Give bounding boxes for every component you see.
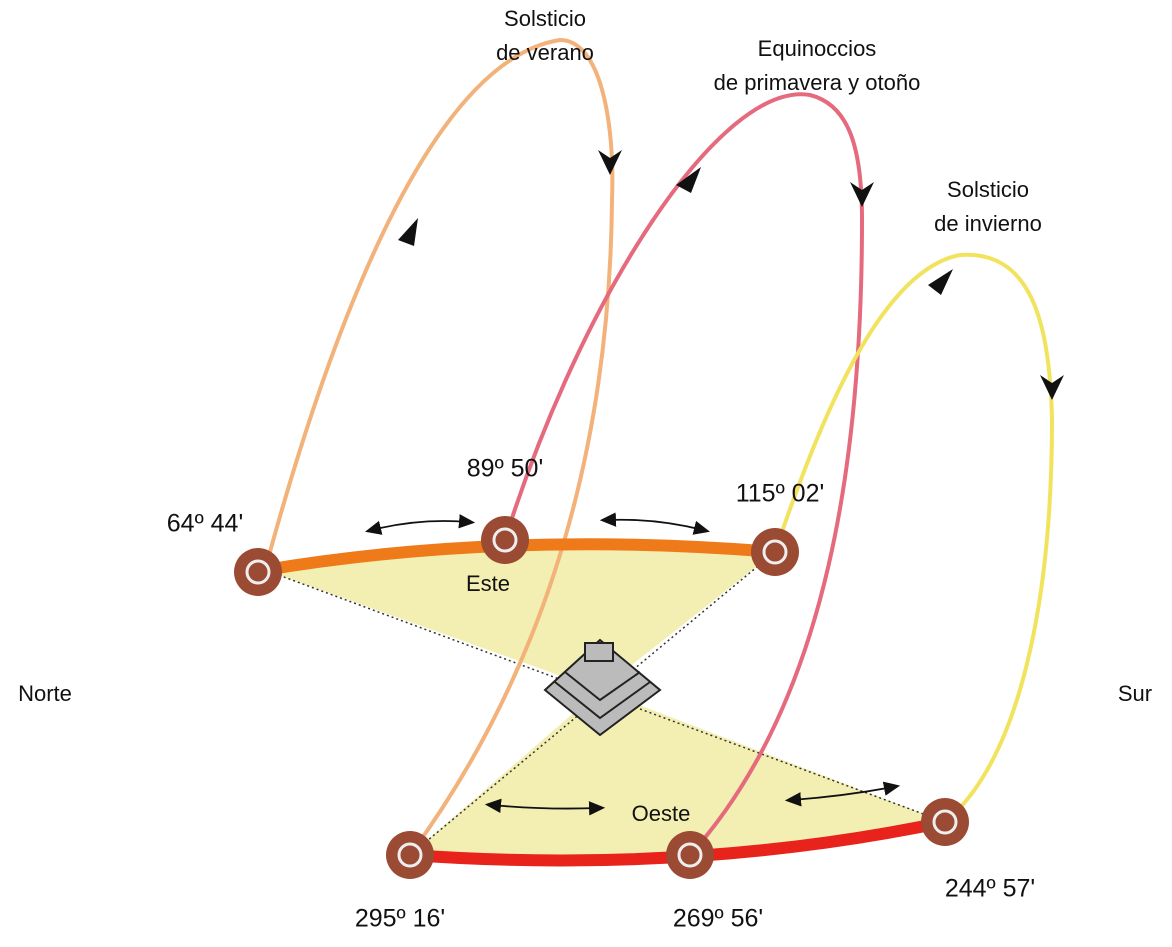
double-arrows	[365, 512, 901, 816]
side-label: Oeste	[632, 801, 691, 826]
arc-label: Solsticio	[947, 177, 1029, 202]
side-label: Este	[466, 571, 510, 596]
arc-label: de invierno	[934, 211, 1042, 236]
summer-arc	[263, 37, 615, 857]
sight-line	[264, 569, 946, 823]
azimuth-label: 269º 56'	[673, 905, 763, 933]
arc-label: de primavera y otoño	[714, 70, 921, 95]
azimuth-label: 295º 16'	[355, 905, 445, 933]
arc-label: Solsticio	[504, 6, 586, 31]
arc-label: de verano	[496, 40, 594, 65]
azimuth-label: 89º 50'	[467, 455, 543, 483]
east-triangle	[265, 540, 775, 690]
arc-label: Equinoccios	[758, 36, 877, 61]
pyramid	[543, 638, 662, 737]
azimuth-label: 64º 44'	[167, 510, 243, 538]
sight-line	[409, 551, 776, 856]
direction-label: Norte	[18, 681, 72, 706]
west-triangle	[410, 690, 945, 855]
equinox-arc	[503, 92, 865, 857]
azimuth-label: 244º 57'	[945, 875, 1035, 903]
direction-label: Sur	[1118, 681, 1152, 706]
direction-arrows	[398, 150, 1064, 400]
azimuth-label: 115º 02'	[736, 480, 825, 508]
winter-arc	[773, 252, 1055, 824]
markers	[234, 516, 969, 879]
